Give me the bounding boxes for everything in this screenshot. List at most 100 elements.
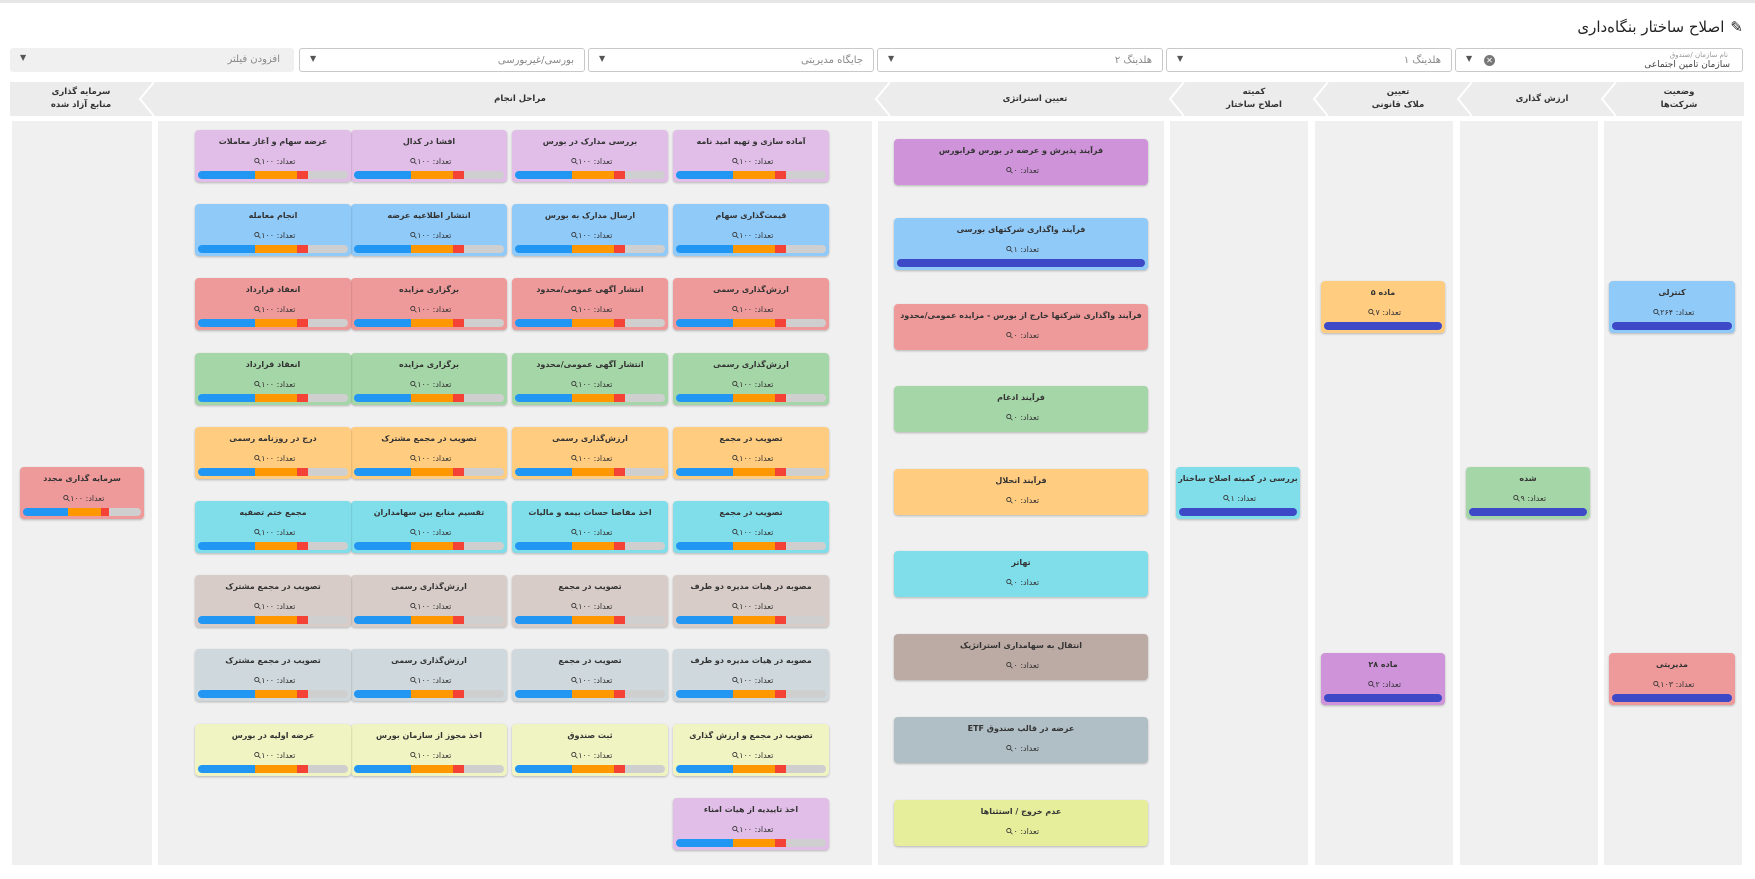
progress-segment-red [775, 616, 786, 624]
pipeline-card[interactable]: ارزش‌گذاری رسمی تعداد: ۱۰۰⚲ [351, 575, 507, 627]
pipeline-card[interactable]: مصوبه در هیات مدیره دو طرف تعداد: ۱۰۰⚲ [673, 649, 829, 701]
pipeline-card[interactable]: عرضه اولیه در بورس تعداد: ۱۰۰⚲ [195, 724, 351, 776]
progress-segment-gray [624, 171, 665, 179]
progress-segment-orange [572, 171, 614, 179]
progress-segment-red [775, 690, 786, 698]
header-legal-line1: تعیین [1386, 87, 1410, 97]
add-filter-select[interactable]: افزودن فیلتر ▼ [10, 48, 294, 72]
progress-bar [515, 245, 665, 253]
pipeline-card[interactable]: تصویب در مجمع تعداد: ۱۰۰⚲ [512, 649, 668, 701]
pipeline-card[interactable]: درج در روزنامه رسمی تعداد: ۱۰۰⚲ [195, 427, 351, 479]
pipeline-card[interactable]: انجام معامله تعداد: ۱۰۰⚲ [195, 204, 351, 256]
progress-bar [198, 245, 348, 253]
pipeline-card[interactable]: فرآیند پذیرش و عرضه در بورس فرابورس تعداد… [894, 139, 1148, 185]
card-count-text: تعداد: ۱۰۰ [261, 676, 296, 685]
pipeline-card[interactable]: تصویب در مجمع تعداد: ۱۰۰⚲ [673, 501, 829, 553]
pipeline-card[interactable]: تصویب در مجمع و ارزش گذاری تعداد: ۱۰۰⚲ [673, 724, 829, 776]
pipeline-card[interactable]: مدیریتی تعداد: ۱۰۳⚲ [1609, 653, 1735, 705]
pipeline-card[interactable]: انتشار آگهی عمومی/محدود تعداد: ۱۰۰⚲ [512, 278, 668, 330]
pipeline-card[interactable]: فرآیند واگذاری شرکتها خارج از بورس - مزا… [894, 304, 1148, 350]
pipeline-card[interactable]: اخذ مجوز از سازمان بورس تعداد: ۱۰۰⚲ [351, 724, 507, 776]
card-count: تعداد: ۱۰۰⚲ [673, 379, 829, 391]
pipeline-card[interactable]: ارزش‌گذاری رسمی تعداد: ۱۰۰⚲ [351, 649, 507, 701]
pipeline-card[interactable]: ارزش‌گذاری رسمی تعداد: ۱۰۰⚲ [673, 278, 829, 330]
pipeline-card[interactable]: فرآیند انحلال تعداد: ۰⚲ [894, 469, 1148, 515]
holding2-select[interactable]: هلدینگ ۲ ▼ [877, 48, 1163, 72]
pipeline-card[interactable]: انعقاد قرارداد تعداد: ۱۰۰⚲ [195, 353, 351, 405]
progress-segment-red [775, 394, 786, 402]
pipeline-card[interactable]: تقسیم منابع بین سهامداران تعداد: ۱۰۰⚲ [351, 501, 507, 553]
pipeline-card[interactable]: اخذ مفاصا حسات بیمه و مالیات تعداد: ۱۰۰⚲ [512, 501, 668, 553]
header-reinvest-line1: سرمایه گذاری [51, 87, 111, 97]
chevron-down-icon[interactable]: ▼ [1466, 54, 1473, 63]
org-select[interactable]: نام سازمان /صندوق سازمان تامین اجتماعی ✕… [1455, 48, 1743, 72]
pipeline-card[interactable]: انتشار آگهی عمومی/محدود تعداد: ۱۰۰⚲ [512, 353, 668, 405]
pipeline-card[interactable]: فرآیند واگذاری شرکتهای بورسی تعداد: ۱⚲ [894, 218, 1148, 270]
holding1-select[interactable]: هلدینگ ۱ ▼ [1166, 48, 1452, 72]
pipeline-card[interactable]: عرضه در قالب صندوق ETF تعداد: ۰⚲ [894, 717, 1148, 763]
pipeline-card[interactable]: اخذ تاییدیه از هیات امناء تعداد: ۱۰۰⚲ [673, 798, 829, 850]
management-select[interactable]: جایگاه مدیریتی ▼ [588, 48, 874, 72]
progress-segment-blue [354, 468, 411, 476]
card-count: تعداد: ۱۰۰⚲ [195, 601, 351, 613]
progress-segment-blue [23, 508, 68, 516]
edit-pencil-icon[interactable]: ✎ [1730, 18, 1743, 36]
pipeline-card[interactable]: فرآیند ادغام تعداد: ۰⚲ [894, 386, 1148, 432]
card-count: تعداد: ۱۰۰⚲ [195, 675, 351, 687]
pipeline-card[interactable]: عرضه سهام و آغاز معاملات تعداد: ۱۰۰⚲ [195, 130, 351, 182]
header-legal: تعیین ملاک قانونی [1326, 82, 1470, 116]
pipeline-card[interactable]: مصوبه در هیات مدیره دو طرف تعداد: ۱۰۰⚲ [673, 575, 829, 627]
card-count: تعداد: ۱۰۰⚲ [673, 453, 829, 465]
pipeline-card[interactable]: ثبت صندوق تعداد: ۱۰۰⚲ [512, 724, 668, 776]
bourse-select[interactable]: بورسی/غیربورسی ▼ [299, 48, 585, 72]
pipeline-card[interactable]: تصویب در مجمع تعداد: ۱۰۰⚲ [673, 427, 829, 479]
pipeline-card[interactable]: ماده ۵ تعداد: ۷⚲ [1321, 281, 1445, 333]
pipeline-card[interactable]: عدم خروج / استثناها تعداد: ۰⚲ [894, 800, 1148, 846]
pipeline-card[interactable]: ارزش‌گذاری رسمی تعداد: ۱۰۰⚲ [512, 427, 668, 479]
pipeline-card[interactable]: افشا در کدال تعداد: ۱۰۰⚲ [351, 130, 507, 182]
pipeline-card[interactable]: ماده ۲۸ تعداد: ۲⚲ [1321, 653, 1445, 705]
progress-segment-red [614, 171, 625, 179]
card-count: تعداد: ۰⚲ [894, 577, 1148, 589]
progress-segment-orange [572, 468, 614, 476]
card-count: تعداد: ۱۰۰⚲ [512, 156, 668, 168]
progress-bar [676, 245, 826, 253]
pipeline-card[interactable]: انتشار اطلاعیه عرضه تعداد: ۱۰۰⚲ [351, 204, 507, 256]
progress-segment-gray [624, 319, 665, 327]
pipeline-card[interactable]: ارزش‌گذاری رسمی تعداد: ۱۰۰⚲ [673, 353, 829, 405]
pipeline-card[interactable]: سرمایه گذاری مجدد تعداد: ۱۰۰⚲ [20, 467, 144, 519]
pipeline-card[interactable]: تهاتر تعداد: ۰⚲ [894, 551, 1148, 597]
progress-segment-gray [307, 690, 348, 698]
progress-segment-red [297, 542, 308, 550]
pipeline-card[interactable]: انعقاد قرارداد تعداد: ۱۰۰⚲ [195, 278, 351, 330]
pipeline-card[interactable]: تصویب در مجمع تعداد: ۱۰۰⚲ [512, 575, 668, 627]
pipeline-card[interactable]: تصویب در مجمع مشترک تعداد: ۱۰۰⚲ [195, 649, 351, 701]
pipeline-card[interactable]: تصویب در مجمع مشترک تعداد: ۱۰۰⚲ [195, 575, 351, 627]
card-count-text: تعداد: ۱۰۰ [739, 454, 774, 463]
progress-segment-blue [198, 319, 255, 327]
pipeline-card[interactable]: تصویب در مجمع مشترک تعداد: ۱۰۰⚲ [351, 427, 507, 479]
pipeline-card[interactable]: برگزاری مزایده تعداد: ۱۰۰⚲ [351, 278, 507, 330]
progress-bar [354, 542, 504, 550]
card-count: تعداد: ۱۰۰⚲ [351, 750, 507, 762]
pipeline-card[interactable]: ارسال مدارک به بورس تعداد: ۱۰۰⚲ [512, 204, 668, 256]
card-count-text: تعداد: ۱۰۳ [1660, 680, 1695, 689]
pipeline-card[interactable]: مجمع ختم تصفیه تعداد: ۱۰۰⚲ [195, 501, 351, 553]
pipeline-card[interactable]: شده تعداد: ۹⚲ [1466, 467, 1590, 519]
progress-segment-blue [354, 171, 411, 179]
pipeline-card[interactable]: بررسی در کمیته اصلاح ساختار تعداد: ۱⚲ [1176, 467, 1300, 519]
clear-icon[interactable]: ✕ [1484, 55, 1495, 66]
card-title: فرآیند واگذاری شرکتهای بورسی [956, 225, 1086, 234]
card-title: درج در روزنامه رسمی [229, 434, 317, 443]
pipeline-card[interactable]: بررسی مدارک در بورس تعداد: ۱۰۰⚲ [512, 130, 668, 182]
progress-bar [354, 765, 504, 773]
card-title: انتقال به سهامداری استراتژیک [959, 641, 1083, 650]
pipeline-card[interactable]: آماده سازی و تهیه امید نامه تعداد: ۱۰۰⚲ [673, 130, 829, 182]
progress-segment-gray [463, 319, 504, 327]
card-count-text: تعداد: ۱۰۰ [261, 602, 296, 611]
pipeline-card[interactable]: برگزاری مزایده تعداد: ۱۰۰⚲ [351, 353, 507, 405]
progress-segment-blue [676, 542, 733, 550]
pipeline-card[interactable]: قیمت‌گذاری سهام تعداد: ۱۰۰⚲ [673, 204, 829, 256]
pipeline-card[interactable]: کنترلی تعداد: ۲۶۴⚲ [1609, 281, 1735, 333]
pipeline-card[interactable]: انتقال به سهامداری استراتژیک تعداد: ۰⚲ [894, 634, 1148, 680]
